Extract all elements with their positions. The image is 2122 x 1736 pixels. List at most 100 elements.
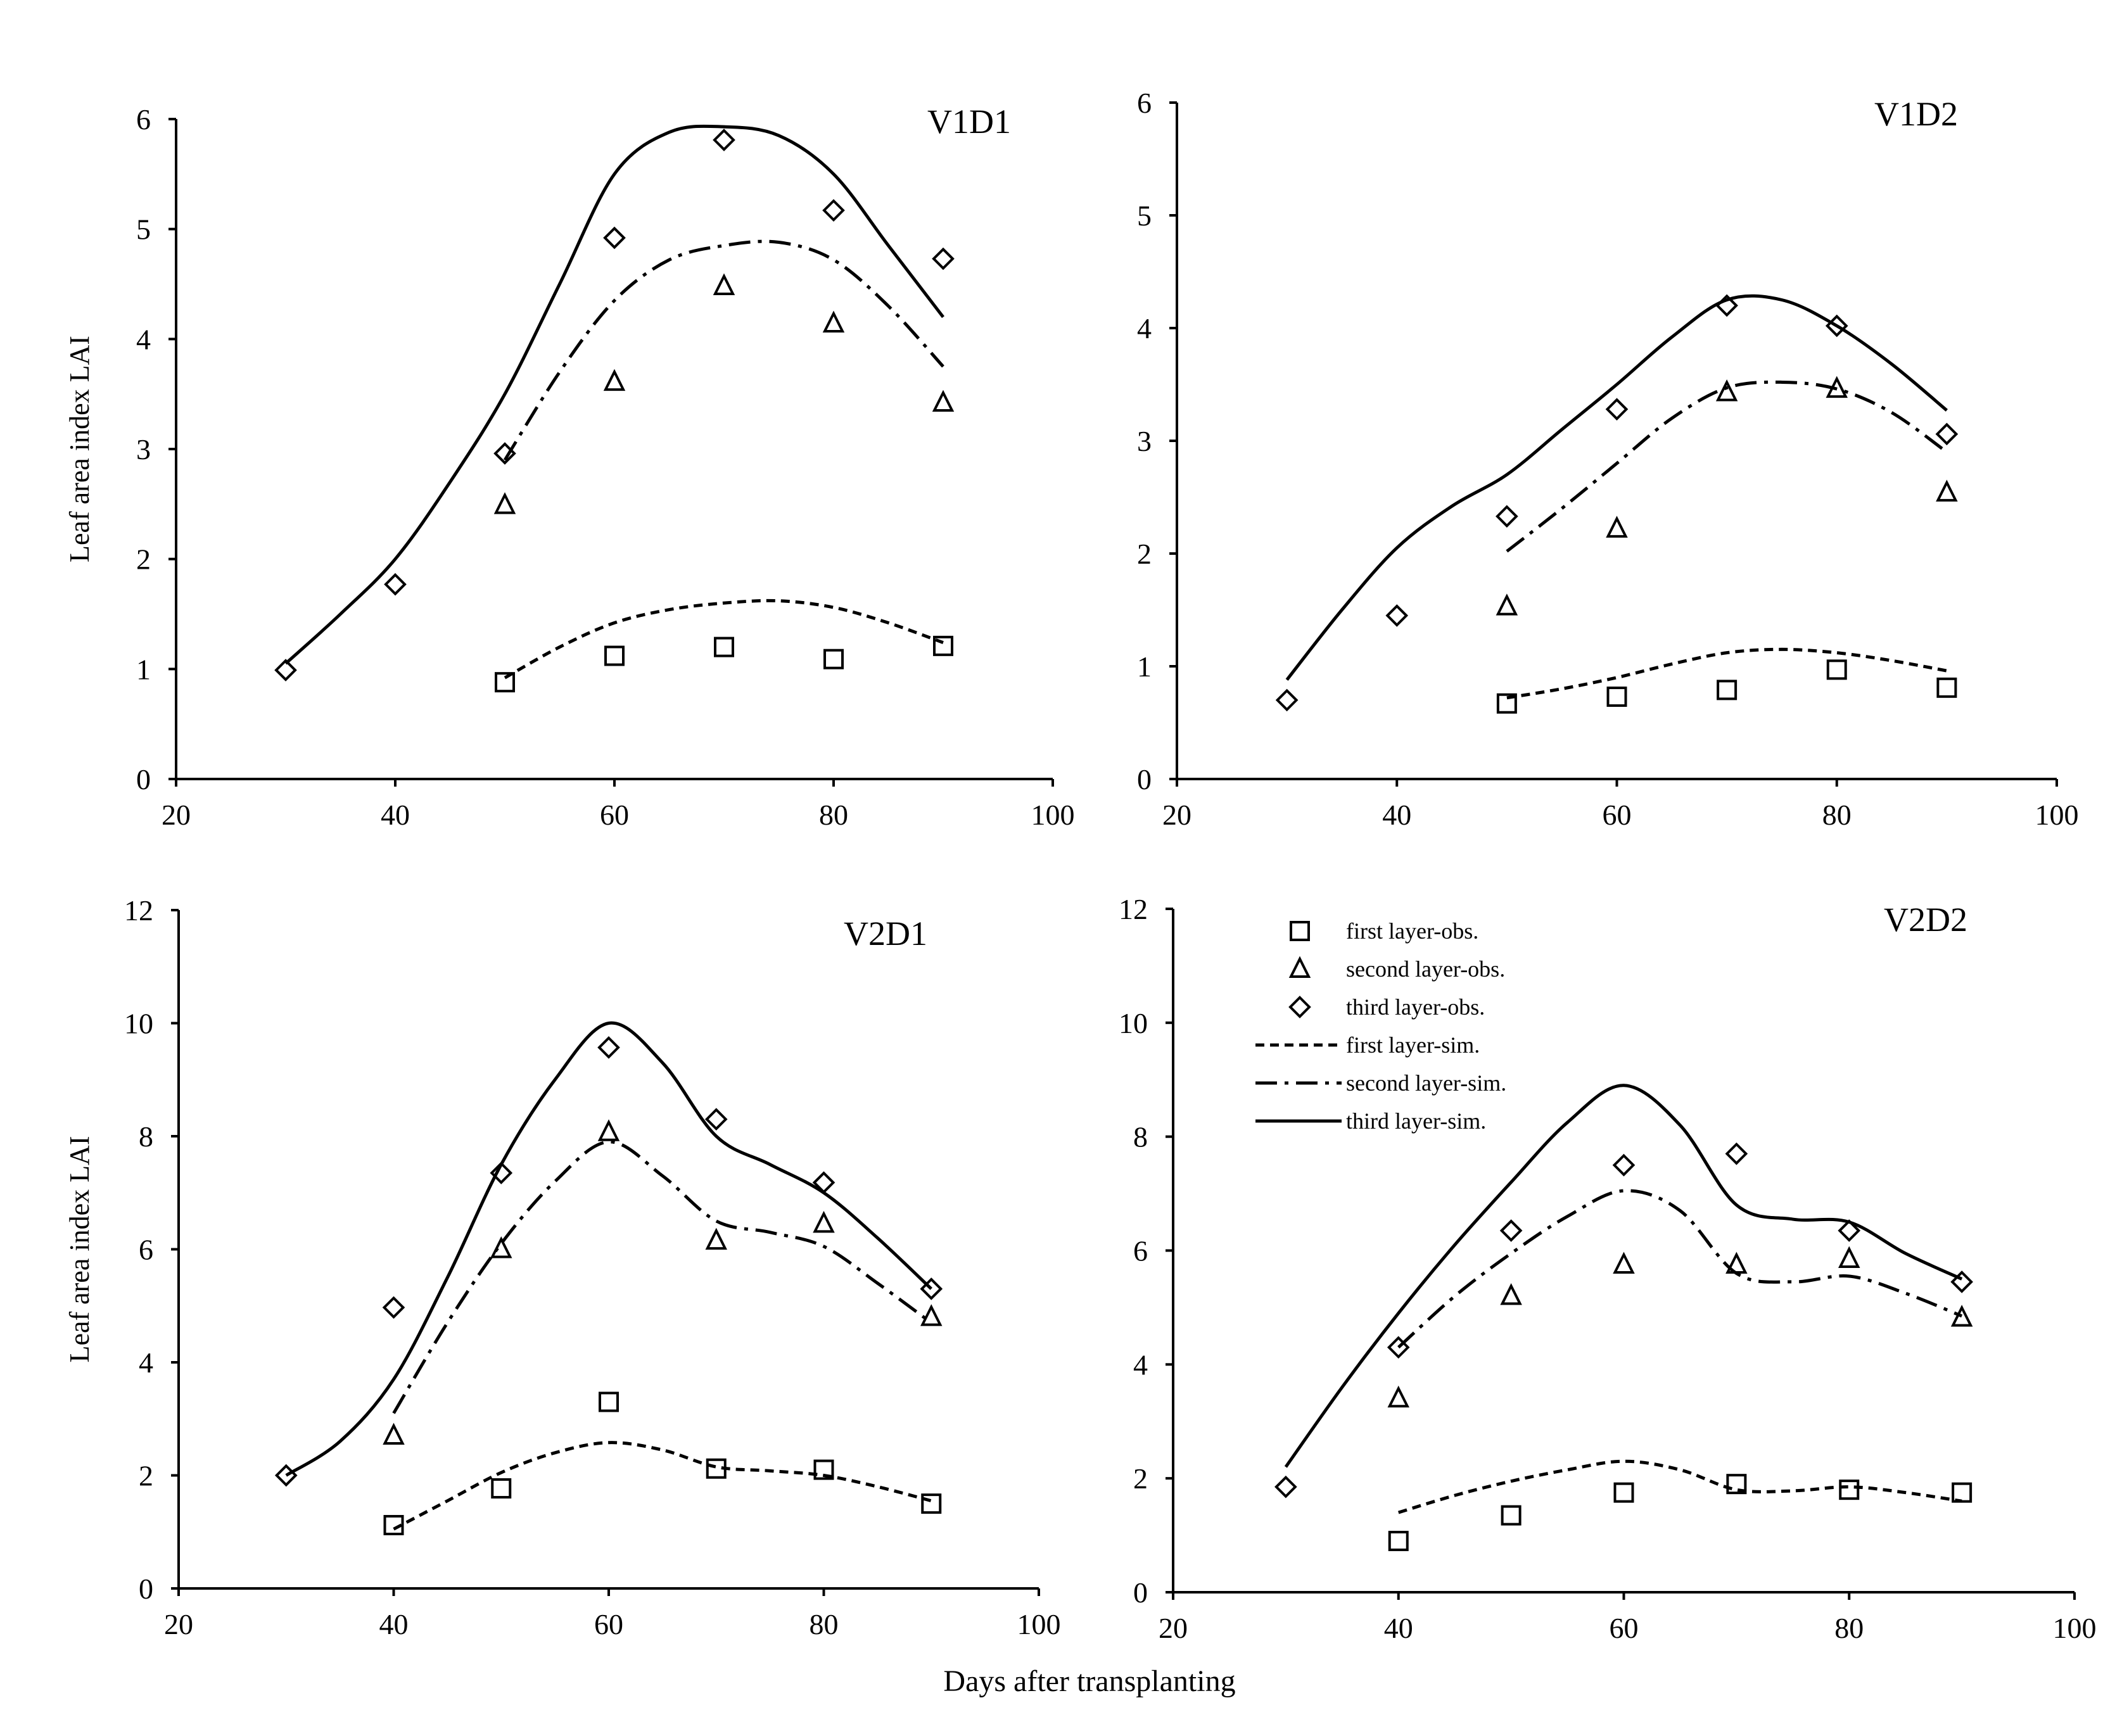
y-tick-label: 0 <box>139 1573 153 1605</box>
y-tick-label: 8 <box>139 1120 153 1153</box>
y-tick-label: 4 <box>136 323 151 355</box>
y-tick-label: 5 <box>1137 200 1152 232</box>
x-tick-label: 40 <box>1384 1612 1413 1644</box>
obs-point-triangle <box>705 1227 727 1250</box>
obs-point-triangle <box>713 273 735 295</box>
y-tick-label: 2 <box>136 543 151 576</box>
obs-point-diamond <box>1950 1270 1973 1293</box>
legend-item: third layer-obs. <box>1288 994 1485 1020</box>
x-tick-label: 80 <box>819 799 848 831</box>
y-tick-label: 3 <box>1137 425 1152 457</box>
x-tick-label: 40 <box>1382 799 1411 831</box>
obs-point-diamond <box>713 129 735 151</box>
obs-point-diamond <box>490 1162 513 1184</box>
obs-point-triangle <box>1387 1385 1409 1408</box>
obs-point-square <box>1501 1505 1522 1526</box>
obs-point-square <box>1613 1482 1634 1503</box>
obs-point-triangle <box>1950 1305 1973 1327</box>
obs-point-triangle <box>1838 1246 1860 1268</box>
obs-point-square <box>813 1459 834 1480</box>
obs-point-diamond <box>1387 1336 1410 1359</box>
y-tick-label: 4 <box>139 1346 153 1379</box>
obs-point-diamond <box>603 226 626 250</box>
y-tick-label: 8 <box>1133 1121 1148 1153</box>
y-axis-title: Leaf area index LAI <box>64 1136 95 1363</box>
obs-point-diamond <box>1825 314 1848 338</box>
legend-item: second layer-sim. <box>1255 1070 1506 1096</box>
obs-point-diamond <box>822 199 845 222</box>
sim-line-dashdot <box>503 239 944 461</box>
sim-line-short <box>393 1441 932 1531</box>
obs-point-square <box>495 672 515 693</box>
y-tick-label: 3 <box>136 433 151 466</box>
x-tick-label: 60 <box>594 1608 623 1640</box>
obs-point-square <box>604 645 625 666</box>
obs-point-diamond <box>1935 422 1959 446</box>
obs-point-triangle <box>1496 593 1518 616</box>
y-tick-label: 6 <box>1137 87 1152 119</box>
obs-point-diamond <box>274 1464 298 1487</box>
x-tick-label: 100 <box>2035 799 2079 831</box>
y-tick-label: 4 <box>1133 1348 1148 1381</box>
y-tick-label: 2 <box>1137 538 1152 570</box>
x-tick-label: 60 <box>600 799 629 831</box>
obs-point-diamond <box>1499 1219 1523 1242</box>
sim-line-dashdot <box>1397 1189 1963 1349</box>
obs-point-diamond <box>1274 1475 1297 1498</box>
x-tick-label: 20 <box>1159 1612 1188 1644</box>
panel-title: V2D1 <box>844 915 927 953</box>
obs-point-triangle <box>1606 516 1628 538</box>
obs-point-triangle <box>813 1210 835 1233</box>
obs-point-diamond <box>1385 604 1409 627</box>
legend-marker-triangle <box>1288 956 1311 978</box>
y-tick-label: 12 <box>124 894 153 927</box>
obs-point-square <box>1839 1479 1860 1500</box>
obs-point-square <box>706 1458 727 1479</box>
obs-point-square <box>1496 693 1517 714</box>
obs-point-diamond <box>1715 294 1738 317</box>
obs-point-triangle <box>493 492 516 514</box>
x-tick-label: 40 <box>379 1608 409 1640</box>
y-tick-label: 2 <box>1133 1462 1148 1495</box>
legend-label: first layer-sim. <box>1346 1032 1480 1058</box>
obs-point-square <box>599 1391 619 1412</box>
obs-point-triangle <box>603 369 626 391</box>
legend-marker-square <box>1290 921 1310 941</box>
legend-item: second layer-obs. <box>1288 956 1505 982</box>
obs-point-diamond <box>704 1108 728 1131</box>
obs-point-triangle <box>932 390 955 412</box>
obs-point-square <box>383 1515 404 1536</box>
legend-item: first layer-sim. <box>1255 1032 1480 1058</box>
obs-point-square <box>491 1478 512 1499</box>
legend-label: third layer-obs. <box>1346 994 1485 1020</box>
obs-point-square <box>933 635 953 656</box>
x-tick-label: 60 <box>1610 1612 1639 1644</box>
sim-line-dashdot <box>1506 380 1948 553</box>
obs-point-triangle <box>1500 1283 1522 1305</box>
obs-point-square <box>714 637 734 657</box>
sim-line-solid <box>284 124 944 665</box>
x-tick-label: 100 <box>2053 1612 2097 1644</box>
sim-line-short <box>1398 1459 1962 1514</box>
y-tick-label: 10 <box>124 1008 153 1040</box>
x-tick-label: 100 <box>1017 1608 1061 1640</box>
x-tick-label: 20 <box>1162 799 1191 831</box>
obs-point-diamond <box>1275 688 1299 712</box>
obs-point-diamond <box>274 659 297 681</box>
obs-point-triangle <box>1715 379 1738 402</box>
panel-v1d2: 20 40 60 80 100 0 1 2 3 4 5 6 V1D2 <box>1137 87 2079 831</box>
panel-title: V1D2 <box>1874 95 1958 133</box>
sim-line-short <box>504 599 944 680</box>
y-tick-label: 0 <box>1133 1576 1148 1609</box>
obs-point-square <box>1936 677 1957 698</box>
legend-label: third layer-sim. <box>1346 1108 1486 1134</box>
obs-point-square <box>823 649 844 669</box>
x-tick-label: 80 <box>1834 1612 1864 1644</box>
obs-point-diamond <box>382 1296 405 1319</box>
obs-point-square <box>921 1493 942 1514</box>
sim-line-solid <box>1284 1084 1963 1468</box>
y-axis-title: Leaf area index LAI <box>64 336 95 562</box>
obs-point-triangle <box>1613 1251 1635 1274</box>
obs-point-square <box>1826 659 1847 680</box>
